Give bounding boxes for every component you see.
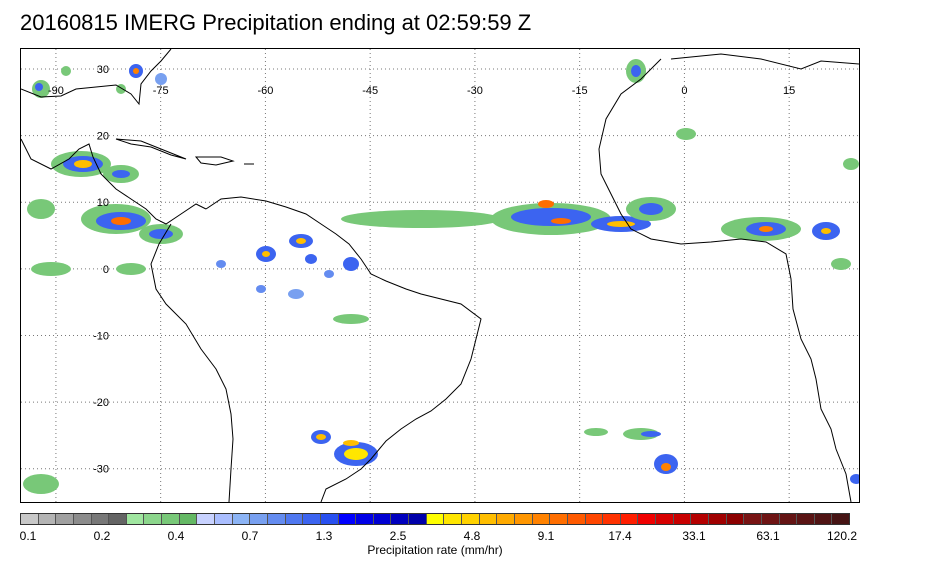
precip-cluster-south bbox=[23, 428, 859, 494]
colorbar-segment bbox=[21, 514, 39, 524]
colorbar-segment bbox=[462, 514, 480, 524]
latitude-label: 10 bbox=[97, 197, 109, 209]
axis-ticks: -90 -75 -60 -45 -30 -15 0 15 30 20 10 0 -10 -20 -30 bbox=[48, 64, 795, 476]
precip-cluster-caribbean bbox=[27, 151, 183, 276]
colorbar-tick-label: 2.5 bbox=[389, 529, 407, 543]
colorbar-segment bbox=[814, 514, 833, 524]
colorbar-segment bbox=[514, 514, 533, 524]
colorbar-segment bbox=[356, 514, 374, 524]
map-panel: -90 -75 -60 -45 -30 -15 0 15 30 20 10 0 -10 -20 -30 bbox=[20, 48, 860, 503]
colorbar-segment bbox=[109, 514, 127, 524]
coast-africa bbox=[598, 58, 852, 502]
colorbar-segment bbox=[567, 514, 586, 524]
colorbar-segment bbox=[638, 514, 657, 524]
colorbar-tick-label: 63.1 bbox=[756, 529, 780, 543]
colorbar-segment bbox=[56, 514, 74, 524]
colorbar-segment bbox=[126, 514, 145, 524]
colorbar-segment bbox=[550, 514, 568, 524]
colorbar bbox=[20, 513, 850, 525]
colorbar-segment bbox=[761, 514, 780, 524]
colorbar-tick-label: 17.4 bbox=[608, 529, 632, 543]
colorbar-segment bbox=[91, 514, 110, 524]
colorbar-segment bbox=[197, 514, 216, 524]
longitude-label: 0 bbox=[681, 85, 687, 97]
latitude-label: 0 bbox=[103, 264, 109, 276]
coast-north-america bbox=[21, 49, 172, 106]
colorbar-segment bbox=[603, 514, 621, 524]
longitude-label: -15 bbox=[572, 85, 588, 97]
colorbar-segment bbox=[726, 514, 745, 524]
colorbar-tick-label: 0.4 bbox=[167, 529, 185, 543]
colorbar-segment bbox=[73, 514, 92, 524]
colorbar-segment bbox=[320, 514, 339, 524]
colorbar-segment bbox=[179, 514, 198, 524]
longitude-label: 15 bbox=[783, 85, 795, 97]
precip-cluster-itcz bbox=[341, 59, 696, 235]
colorbar-segment bbox=[656, 514, 674, 524]
colorbar-segment bbox=[744, 514, 762, 524]
colorbar-segment bbox=[832, 514, 850, 524]
precipitation-layer bbox=[23, 59, 859, 494]
colorbar-segment bbox=[691, 514, 709, 524]
colorbar-segment bbox=[409, 514, 427, 524]
colorbar-segment bbox=[232, 514, 251, 524]
longitude-label: -60 bbox=[257, 85, 273, 97]
colorbar-segment bbox=[338, 514, 357, 524]
coast-south-america-west bbox=[150, 223, 234, 502]
colorbar-tick-label: 9.1 bbox=[537, 529, 555, 543]
colorbar-segment bbox=[479, 514, 498, 524]
map-canvas: -90 -75 -60 -45 -30 -15 0 15 30 20 10 0 -10 -20 -30 bbox=[21, 49, 859, 502]
colorbar-tick-label: 1.3 bbox=[315, 529, 333, 543]
gridlines bbox=[21, 49, 859, 502]
colorbar-tick-labels: 0.1 0.2 0.4 0.7 1.3 2.5 4.8 9.1 17.4 33.1 63.1 120.… bbox=[0, 529, 944, 543]
colorbar-segment bbox=[250, 514, 268, 524]
coast-iberia bbox=[670, 53, 859, 70]
colorbar-segment bbox=[532, 514, 551, 524]
colorbar-tick-label: 120.2 bbox=[826, 529, 858, 543]
colorbar-segment bbox=[797, 514, 815, 524]
coast-hispaniola bbox=[194, 156, 235, 166]
colorbar-tick-label: 0.1 bbox=[19, 529, 37, 543]
colorbar-segment bbox=[38, 514, 57, 524]
colorbar-segment bbox=[391, 514, 410, 524]
colorbar-segment bbox=[285, 514, 304, 524]
colorbar-segment bbox=[426, 514, 445, 524]
colorbar-segment bbox=[779, 514, 798, 524]
colorbar-segment bbox=[373, 514, 392, 524]
latitude-label: -20 bbox=[93, 397, 109, 409]
colorbar-segment bbox=[497, 514, 515, 524]
longitude-label: -30 bbox=[467, 85, 483, 97]
coast-south-america bbox=[205, 196, 482, 502]
colorbar-segment bbox=[267, 514, 286, 524]
chart-title: 20160815 IMERG Precipitation ending at 0… bbox=[20, 10, 532, 35]
precip-cluster-amazon bbox=[216, 234, 369, 324]
colorbar-segment bbox=[585, 514, 604, 524]
colorbar-segment bbox=[144, 514, 163, 524]
colorbar-segment bbox=[620, 514, 639, 524]
latitude-label: 20 bbox=[97, 131, 109, 143]
colorbar-tick-label: 4.8 bbox=[463, 529, 481, 543]
longitude-label: -90 bbox=[48, 85, 64, 97]
longitude-label: -75 bbox=[153, 85, 169, 97]
colorbar-segment bbox=[303, 514, 321, 524]
colorbar-tick-label: 0.7 bbox=[241, 529, 259, 543]
latitude-label: -30 bbox=[93, 464, 109, 476]
colorbar-segment bbox=[673, 514, 692, 524]
colorbar-segment bbox=[215, 514, 233, 524]
longitude-label: -45 bbox=[362, 85, 378, 97]
latitude-label: -10 bbox=[93, 330, 109, 342]
colorbar-segment bbox=[162, 514, 180, 524]
colorbar-tick-label: 33.1 bbox=[682, 529, 706, 543]
colorbar-tick-label: 0.2 bbox=[93, 529, 111, 543]
coastlines bbox=[21, 49, 859, 502]
precip-cluster-gulf bbox=[32, 64, 167, 98]
colorbar-segment bbox=[444, 514, 463, 524]
coast-cuba bbox=[115, 138, 187, 160]
latitude-label: 30 bbox=[97, 64, 109, 76]
colorbar-title: Precipitation rate (mm/hr) bbox=[367, 543, 503, 557]
coast-central-america bbox=[21, 138, 207, 225]
colorbar-segment bbox=[708, 514, 727, 524]
precip-cluster-africa bbox=[721, 158, 859, 270]
